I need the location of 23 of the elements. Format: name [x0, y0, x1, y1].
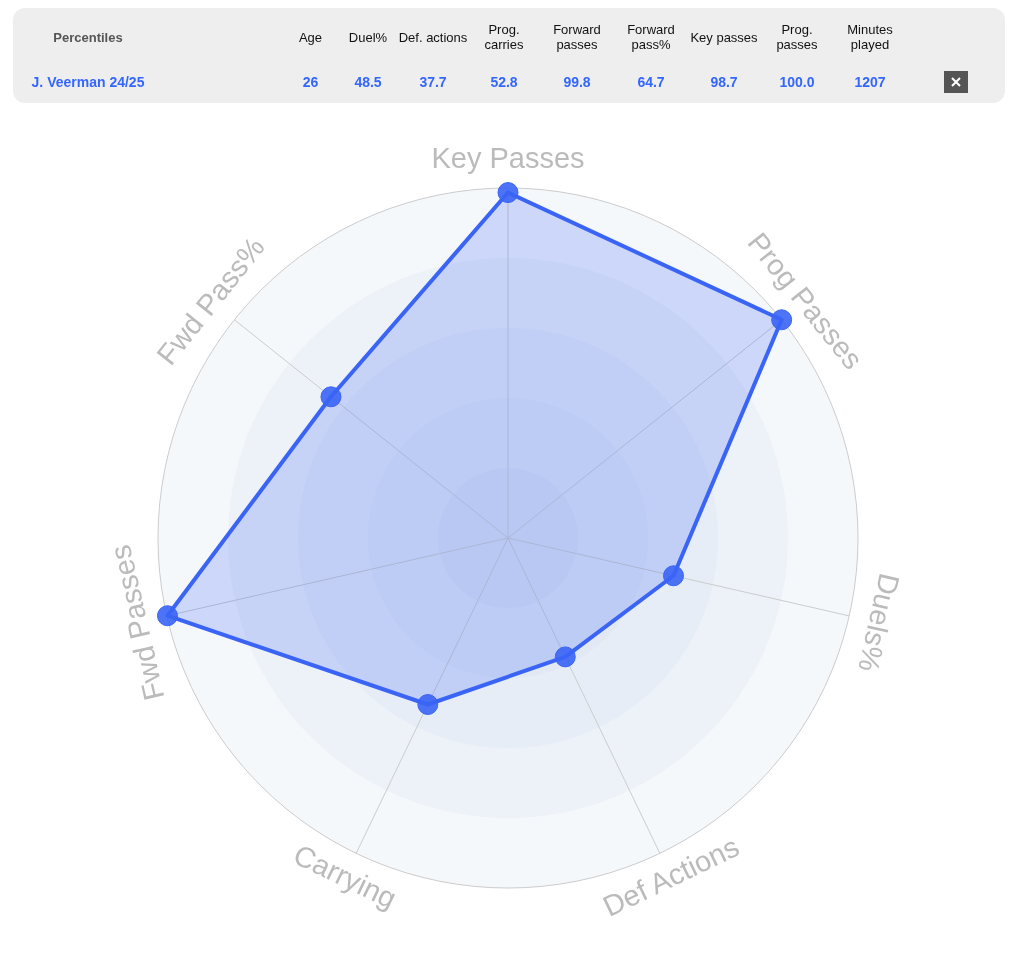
text: Prog. passes — [775, 22, 819, 52]
text: 52.8 — [489, 74, 519, 90]
spoke-label: Duels% — [852, 570, 906, 675]
spoke-label: Fwd Passes — [104, 542, 171, 704]
text: 37.7 — [418, 74, 448, 90]
spoke-label: Key Passes — [431, 141, 585, 174]
text: Forward passes — [552, 22, 602, 52]
text: 100.0 — [778, 74, 816, 90]
text: 1207 — [853, 74, 887, 90]
text: Forward pass% — [626, 22, 676, 52]
text: Age — [297, 29, 324, 45]
text: Prog. carries — [483, 22, 525, 52]
text: 99.8 — [562, 74, 592, 90]
text: J. Veerman 24/25 — [30, 74, 146, 90]
text: 26 — [301, 74, 320, 90]
text: 48.5 — [353, 74, 383, 90]
text: 64.7 — [636, 74, 666, 90]
text: Percentiles — [52, 29, 124, 45]
text: 98.7 — [709, 74, 739, 90]
text: Def. actions — [398, 29, 468, 45]
text: Minutes played — [846, 22, 894, 52]
text: Duel% — [347, 29, 389, 45]
text: Key passes — [689, 29, 759, 45]
